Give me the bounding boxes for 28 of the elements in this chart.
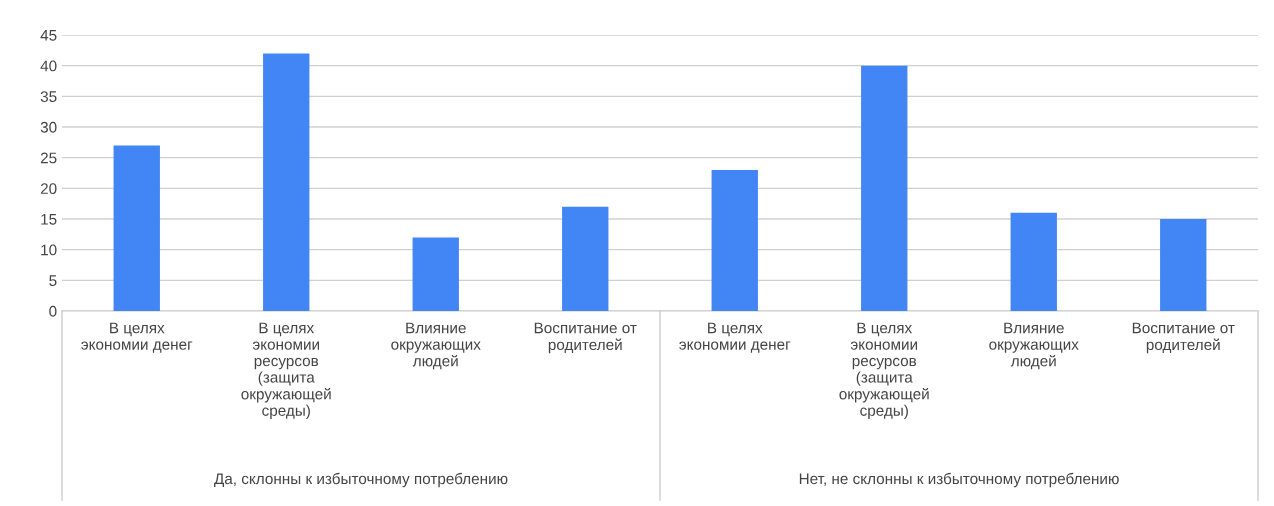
- text: Нет, не склонны к избыточному потреблению: [799, 472, 1119, 488]
- text: Да, склонны к избыточному потреблению: [214, 472, 508, 488]
- x-tick-label: В целях экономии денег: [81, 322, 193, 353]
- y-tick-label: 45: [40, 30, 57, 41]
- bar: [263, 53, 310, 311]
- y-tick-label: 10: [41, 244, 57, 256]
- bar: [861, 65, 908, 311]
- bar: [113, 145, 160, 311]
- y-tick-label: 20: [40, 183, 57, 195]
- x-tick-label: Воспитание от родителей: [1132, 322, 1235, 354]
- y-tick-label: 5: [49, 275, 57, 287]
- x-tick-label: В целях экономии ресурсов (защита окружающей среды): [241, 322, 331, 419]
- x-tick-label: В целях экономии ресурсов (защита окружающей среды): [839, 322, 929, 419]
- y-tick-label: 0: [49, 305, 57, 317]
- bar: [711, 169, 758, 311]
- x-tick-label: Воспитание от родителей: [534, 322, 637, 354]
- x-tick-label: Влияние окружающих людей: [391, 322, 481, 370]
- y-tick-label: 40: [40, 60, 57, 72]
- bar: [1010, 212, 1057, 311]
- y-tick-label: 25: [40, 152, 57, 164]
- y-tick-label: 15: [41, 214, 57, 225]
- y-tick-label: 30: [40, 121, 57, 133]
- bar: [412, 237, 459, 311]
- bar: [1160, 219, 1207, 311]
- bar: [562, 206, 609, 311]
- x-tick-label: В целях экономии денег: [679, 322, 791, 353]
- y-tick-label: 35: [40, 91, 57, 103]
- x-tick-label: Влияние окружающих людей: [989, 322, 1079, 370]
